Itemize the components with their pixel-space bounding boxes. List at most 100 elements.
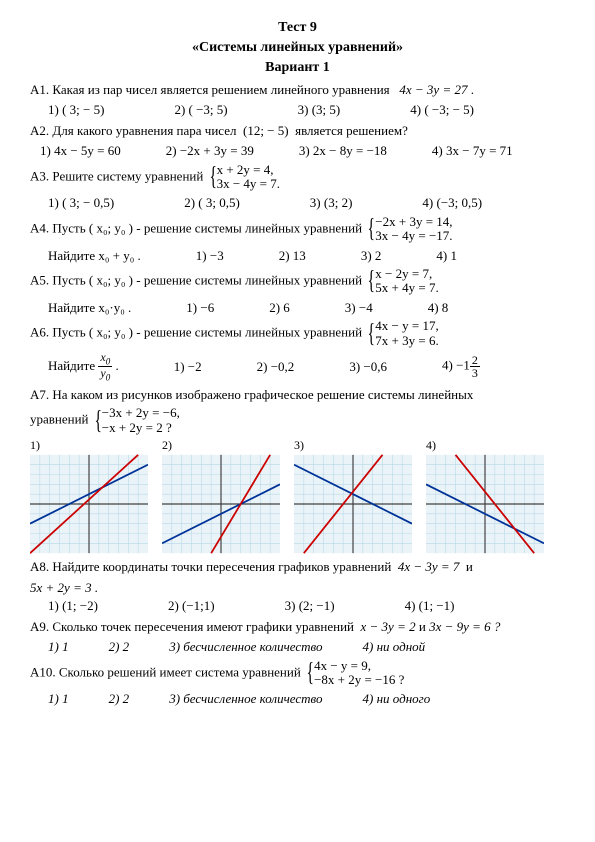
a5-line2: Найдите x₀·y₀ . 1) −6 2) 6 3) −4 4) 8 bbox=[48, 299, 565, 317]
question-a1: А1. Какая из пар чисел является решением… bbox=[30, 81, 565, 99]
a9-o3: 3) бесчисленное количество bbox=[169, 638, 322, 656]
a5-o3: 3) −4 bbox=[345, 299, 373, 317]
a7-graphs: 1) 2) 3) bbox=[30, 437, 565, 554]
a7-system: −3x + 2y = −6, −x + 2y = 2 ? bbox=[92, 406, 180, 435]
a3-o2: 2) ( 3; 0,5) bbox=[184, 194, 240, 212]
a8-options: 1) (1; −2) 2) (−1;1) 3) (2; −1) 4) (1; −… bbox=[48, 597, 565, 615]
a4-find: Найдите x₀ + y₀ . bbox=[48, 247, 141, 265]
a6-o3: 3) −0,6 bbox=[349, 358, 387, 376]
a6-e1: 4x − y = 17, bbox=[375, 319, 438, 333]
a8-o1: 1) (1; −2) bbox=[48, 597, 98, 615]
a8-o2: 2) (−1;1) bbox=[168, 597, 215, 615]
a4-system: −2x + 3y = 14, 3x − 4y = −17. bbox=[365, 215, 452, 244]
a1-o2: 2) ( −3; 5) bbox=[174, 101, 227, 119]
a6-o4-den: 3 bbox=[470, 367, 480, 379]
g4-label: 4) bbox=[426, 437, 546, 453]
a9-eq2: 3x − 9y = 6 ? bbox=[429, 619, 500, 634]
graph-4-svg bbox=[426, 454, 544, 554]
a8-eq1: 4x − 3y = 7 bbox=[398, 559, 460, 574]
question-a9: А9. Сколько точек пересечения имеют граф… bbox=[30, 618, 565, 636]
a6-frac: x0 y0 bbox=[98, 351, 112, 383]
a1-eq: 4x − 3y = 27 bbox=[399, 82, 467, 97]
a2-o3: 3) 2x − 8y = −18 bbox=[299, 142, 387, 160]
a5-o4: 4) 8 bbox=[428, 299, 449, 317]
a4-text: А4. Пусть ( x₀; y₀ ) - решение системы л… bbox=[30, 220, 362, 235]
a9-text: А9. Сколько точек пересечения имеют граф… bbox=[30, 619, 354, 634]
a6-o4: 4) −123 bbox=[442, 354, 480, 379]
a5-e1: x − 2y = 7, bbox=[375, 267, 438, 281]
graph-2-svg bbox=[162, 454, 280, 554]
a2-o1: 1) 4x − 5y = 60 bbox=[40, 142, 121, 160]
a8-and: и bbox=[466, 559, 473, 574]
a8-o4: 4) (1; −1) bbox=[405, 597, 455, 615]
a10-o1: 1) 1 bbox=[48, 690, 69, 708]
a7-text: А7. На каком из рисунков изображено граф… bbox=[30, 387, 473, 402]
graph-1-svg bbox=[30, 454, 148, 554]
a7-line2: уравнений −3x + 2y = −6, −x + 2y = 2 ? bbox=[30, 406, 565, 435]
title-line-1: Тест 9 bbox=[30, 19, 565, 38]
a9-o1: 1) 1 bbox=[48, 638, 69, 656]
a7-text2: уравнений bbox=[30, 411, 89, 426]
a10-o3: 3) бесчисленное количество bbox=[169, 690, 322, 708]
graph-3-svg bbox=[294, 454, 412, 554]
a6-o4-frac: 23 bbox=[470, 354, 480, 379]
a2-pair: (12; − 5) bbox=[243, 123, 289, 138]
graph-2: 2) bbox=[162, 437, 282, 554]
a6-o4-pre: 4) −1 bbox=[442, 358, 470, 373]
a6-system: 4x − y = 17, 7x + 3y = 6. bbox=[365, 319, 438, 348]
a10-text: А10. Сколько решений имеет система уравн… bbox=[30, 664, 301, 679]
question-a7: А7. На каком из рисунков изображено граф… bbox=[30, 386, 565, 404]
a1-o1: 1) ( 3; − 5) bbox=[48, 101, 104, 119]
a3-o3: 3) (3; 2) bbox=[310, 194, 353, 212]
a4-o3: 3) 2 bbox=[361, 247, 382, 265]
a4-o1: 1) −3 bbox=[196, 247, 224, 265]
a4-e2: 3x − 4y = −17. bbox=[375, 229, 452, 243]
g2-label: 2) bbox=[162, 437, 282, 453]
question-a10: А10. Сколько решений имеет система уравн… bbox=[30, 659, 565, 688]
a2-o2: 2) −2x + 3y = 39 bbox=[166, 142, 254, 160]
a2-t2: является решением? bbox=[295, 123, 408, 138]
a5-e2: 5x + 4y = 7. bbox=[375, 281, 438, 295]
a3-o4: 4) (−3; 0,5) bbox=[422, 194, 482, 212]
question-a3: А3. Решите систему уравнений x + 2y = 4,… bbox=[30, 163, 565, 192]
a6-text: А6. Пусть ( x₀; y₀ ) - решение системы л… bbox=[30, 325, 362, 340]
a6-find-pre: Найдите bbox=[48, 358, 98, 373]
a1-text: А1. Какая из пар чисел является решением… bbox=[30, 82, 390, 97]
a6-o2: 2) −0,2 bbox=[257, 358, 295, 376]
a2-options: 1) 4x − 5y = 60 2) −2x + 3y = 39 3) 2x −… bbox=[40, 142, 565, 160]
a9-o2: 2) 2 bbox=[109, 638, 130, 656]
a2-t1: А2. Для какого уравнения пара чисел bbox=[30, 123, 236, 138]
a10-o4: 4) ни одного bbox=[363, 690, 431, 708]
a10-options: 1) 1 2) 2 3) бесчисленное количество 4) … bbox=[48, 690, 565, 708]
a5-text: А5. Пусть ( x₀; y₀ ) - решение системы л… bbox=[30, 272, 362, 287]
question-a4: А4. Пусть ( x₀; y₀ ) - решение системы л… bbox=[30, 215, 565, 244]
graph-3: 3) bbox=[294, 437, 414, 554]
a5-o1: 1) −6 bbox=[186, 299, 214, 317]
question-a5: А5. Пусть ( x₀; y₀ ) - решение системы л… bbox=[30, 267, 565, 296]
a8-text: А8. Найдите координаты точки пересечения… bbox=[30, 559, 391, 574]
a6-line2: Найдите x0 y0 . 1) −2 2) −0,2 3) −0,6 4)… bbox=[48, 351, 565, 383]
a6-o1: 1) −2 bbox=[174, 358, 202, 376]
a9-eq1: x − 3y = 2 bbox=[361, 619, 416, 634]
a5-find: Найдите x₀·y₀ . bbox=[48, 299, 131, 317]
a7-e1: −3x + 2y = −6, bbox=[102, 406, 180, 420]
a7-e2: −x + 2y = 2 ? bbox=[102, 421, 180, 435]
a3-e1: x + 2y = 4, bbox=[217, 163, 280, 177]
a8-eq2-line: 5x + 2y = 3 . bbox=[30, 579, 565, 597]
a10-e1: 4x − y = 9, bbox=[314, 659, 404, 673]
question-a8: А8. Найдите координаты точки пересечения… bbox=[30, 558, 565, 576]
graph-4: 4) bbox=[426, 437, 546, 554]
a6-find: Найдите x0 y0 . bbox=[48, 351, 119, 383]
a9-options: 1) 1 2) 2 3) бесчисленное количество 4) … bbox=[48, 638, 565, 656]
a6-e2: 7x + 3y = 6. bbox=[375, 334, 438, 348]
graph-1: 1) bbox=[30, 437, 150, 554]
a5-system: x − 2y = 7, 5x + 4y = 7. bbox=[365, 267, 438, 296]
question-a2: А2. Для какого уравнения пара чисел (12;… bbox=[30, 122, 565, 140]
a9-o4: 4) ни одной bbox=[363, 638, 426, 656]
a1-o4: 4) ( −3; − 5) bbox=[410, 101, 474, 119]
a3-options: 1) ( 3; − 0,5) 2) ( 3; 0,5) 3) (3; 2) 4)… bbox=[48, 194, 565, 212]
title-line-3: Вариант 1 bbox=[30, 59, 565, 78]
a3-system: x + 2y = 4, 3x − 4y = 7. bbox=[207, 163, 280, 192]
a8-o3: 3) (2; −1) bbox=[285, 597, 335, 615]
a1-o3: 3) (3; 5) bbox=[298, 101, 341, 119]
